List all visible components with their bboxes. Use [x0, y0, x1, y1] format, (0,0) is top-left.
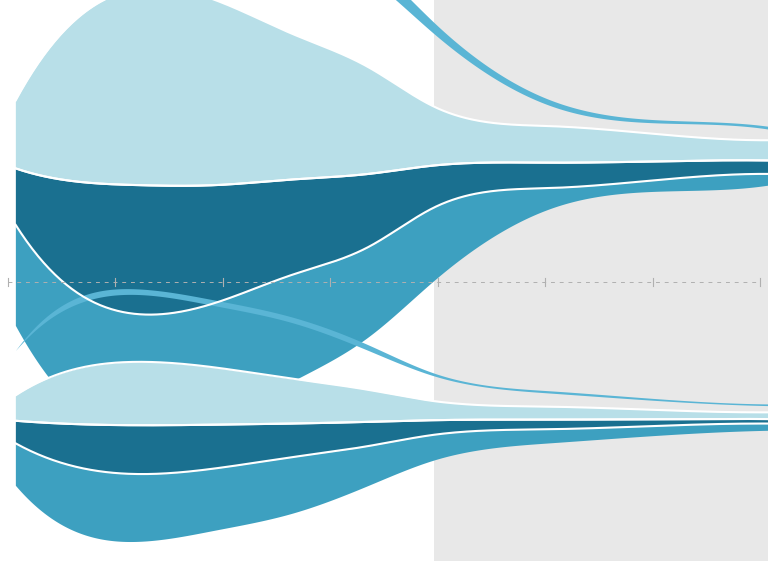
Bar — [434, 0, 768, 561]
